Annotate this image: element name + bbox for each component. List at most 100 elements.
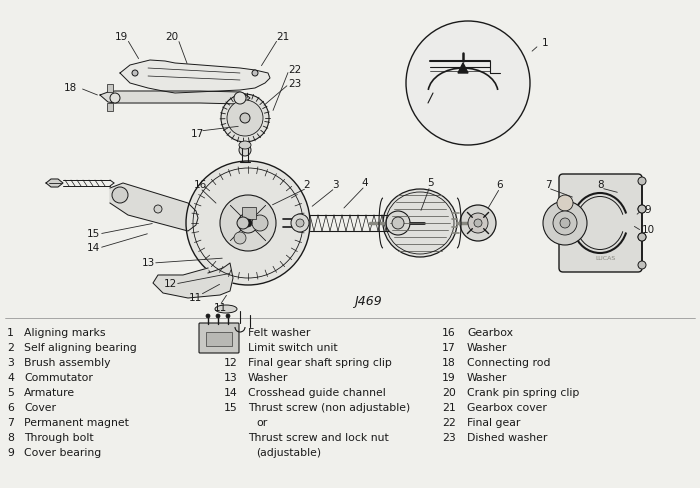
Text: Washer: Washer	[248, 373, 288, 383]
Ellipse shape	[239, 141, 251, 149]
Text: Through bolt: Through bolt	[24, 433, 94, 443]
Bar	[242, 207, 256, 219]
Polygon shape	[110, 183, 198, 231]
Circle shape	[553, 211, 577, 235]
Text: 22: 22	[442, 418, 456, 428]
Circle shape	[392, 217, 404, 229]
Text: 11: 11	[188, 293, 202, 303]
Circle shape	[291, 214, 309, 232]
Circle shape	[112, 187, 128, 203]
Circle shape	[132, 70, 138, 76]
Polygon shape	[100, 91, 250, 104]
Ellipse shape	[383, 189, 457, 257]
Text: 11: 11	[214, 303, 227, 313]
Circle shape	[240, 113, 250, 123]
Bar	[206, 332, 232, 346]
Text: Dished washer: Dished washer	[467, 433, 547, 443]
Circle shape	[638, 261, 646, 269]
Text: J469: J469	[354, 295, 382, 308]
Text: Commutator: Commutator	[24, 373, 93, 383]
Text: Washer: Washer	[467, 373, 508, 383]
Circle shape	[216, 314, 220, 318]
Text: 2: 2	[7, 343, 14, 353]
Text: Permanent magnet: Permanent magnet	[24, 418, 129, 428]
Text: 13: 13	[224, 373, 238, 383]
Circle shape	[239, 144, 251, 156]
Text: 2: 2	[304, 180, 310, 190]
Circle shape	[244, 219, 252, 227]
Text: Crosshead guide channel: Crosshead guide channel	[248, 388, 386, 398]
Bar	[107, 84, 113, 92]
Text: 18: 18	[442, 358, 456, 368]
Text: Connecting rod: Connecting rod	[467, 358, 550, 368]
Text: LUCAS: LUCAS	[595, 257, 615, 262]
Text: Self aligning bearing: Self aligning bearing	[24, 343, 136, 353]
Text: 1: 1	[7, 328, 14, 338]
Circle shape	[238, 213, 258, 233]
Circle shape	[543, 201, 587, 245]
Polygon shape	[458, 63, 468, 73]
Text: 3: 3	[332, 180, 338, 190]
Text: 19: 19	[114, 32, 127, 42]
FancyBboxPatch shape	[199, 323, 239, 353]
Text: 12: 12	[224, 358, 238, 368]
Text: Crank pin spring clip: Crank pin spring clip	[467, 388, 580, 398]
Circle shape	[296, 219, 304, 227]
Text: Final gear shaft spring clip: Final gear shaft spring clip	[248, 358, 392, 368]
Text: 7: 7	[7, 418, 14, 428]
Circle shape	[154, 205, 162, 213]
Circle shape	[638, 233, 646, 241]
Text: 14: 14	[86, 243, 99, 253]
Circle shape	[638, 205, 646, 213]
Circle shape	[234, 92, 246, 104]
Text: 6: 6	[7, 403, 14, 413]
Text: 17: 17	[442, 343, 456, 353]
Text: Aligning marks: Aligning marks	[24, 328, 106, 338]
Text: 22: 22	[288, 65, 302, 75]
Text: 20: 20	[442, 388, 456, 398]
Circle shape	[110, 93, 120, 103]
Circle shape	[460, 205, 496, 241]
Text: 18: 18	[64, 83, 76, 93]
Text: Gearbox: Gearbox	[467, 328, 513, 338]
Text: 9: 9	[645, 205, 651, 215]
Text: Cover: Cover	[24, 403, 56, 413]
Text: 16: 16	[193, 180, 206, 190]
Text: 4: 4	[7, 373, 14, 383]
Text: 3: 3	[7, 358, 14, 368]
Text: Cover bearing: Cover bearing	[24, 448, 101, 458]
Polygon shape	[120, 60, 270, 93]
Polygon shape	[46, 179, 63, 187]
Circle shape	[226, 314, 230, 318]
Text: 10: 10	[641, 225, 654, 235]
Text: Final gear: Final gear	[467, 418, 520, 428]
Circle shape	[474, 219, 482, 227]
Text: Felt washer: Felt washer	[248, 328, 310, 338]
Circle shape	[406, 21, 530, 145]
Circle shape	[252, 215, 268, 231]
Polygon shape	[153, 263, 233, 298]
Text: (adjustable): (adjustable)	[256, 448, 321, 458]
Text: 7: 7	[545, 180, 552, 190]
Text: 8: 8	[7, 433, 14, 443]
Text: 21: 21	[442, 403, 456, 413]
Text: 9: 9	[7, 448, 14, 458]
Text: 15: 15	[86, 229, 99, 239]
Text: 16: 16	[442, 328, 456, 338]
Text: 19: 19	[442, 373, 456, 383]
Circle shape	[638, 177, 646, 185]
Text: or: or	[256, 418, 267, 428]
Text: 8: 8	[598, 180, 604, 190]
Text: 4: 4	[362, 178, 368, 188]
Circle shape	[186, 161, 310, 285]
Text: 21: 21	[276, 32, 290, 42]
Circle shape	[468, 213, 488, 233]
Text: Thrust screw and lock nut: Thrust screw and lock nut	[248, 433, 388, 443]
Text: 5: 5	[7, 388, 14, 398]
Circle shape	[227, 100, 263, 136]
Text: 20: 20	[165, 32, 178, 42]
Circle shape	[234, 232, 246, 244]
FancyBboxPatch shape	[559, 174, 642, 272]
Bar	[107, 103, 113, 111]
Text: 5: 5	[427, 178, 433, 188]
